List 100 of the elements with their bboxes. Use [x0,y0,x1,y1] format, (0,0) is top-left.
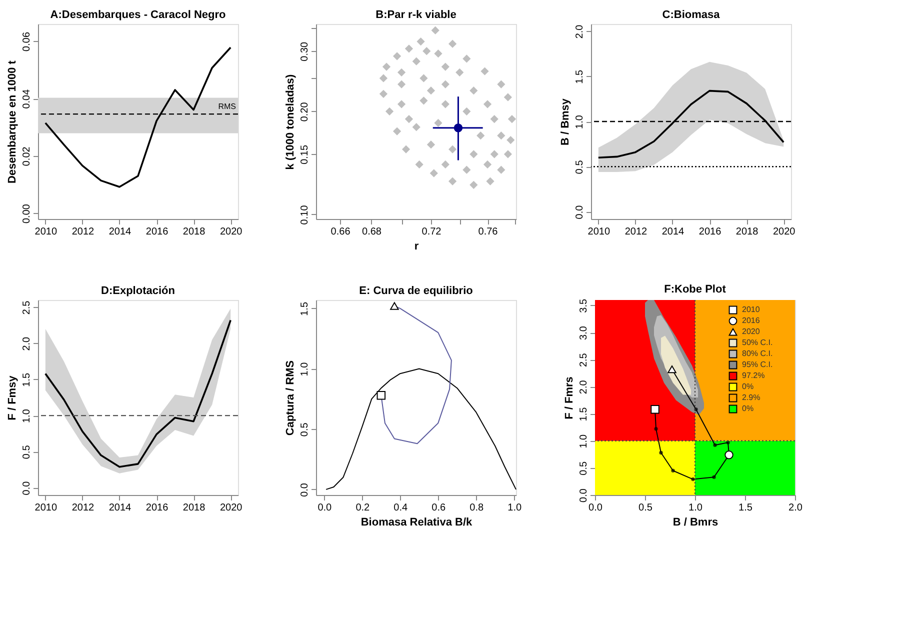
y-tick-label: 1.5 [578,406,590,422]
point [430,169,438,178]
point [427,140,435,148]
x-tick-label: 2010 [588,226,610,238]
y-tick-label: 1.5 [22,372,32,387]
point [486,177,494,186]
point [402,145,410,154]
point [497,166,506,174]
point [691,477,695,482]
point [470,86,478,94]
y-tick-label: 0.20 [300,102,310,122]
y-axis-title: F / Fmrs [564,376,576,420]
x-tick-label: 2016 [146,226,169,238]
y-axis-title: Captura / RMS [284,360,296,436]
point [724,450,734,460]
point [713,443,717,448]
y-tick-label: 1.0 [578,434,590,448]
point [506,136,514,144]
y-tick-label: 1.0 [574,114,586,129]
point [504,93,512,102]
legend-label: 2020 [742,327,760,336]
chart-title: F:Kobe Plot [664,283,726,296]
point [497,80,506,88]
x-tick-label: 2010 [34,502,58,514]
point [427,86,435,94]
ref-line-label: RMS [218,102,236,112]
legend-label: 2016 [742,316,760,325]
point [668,365,676,374]
x-tick-label: 2020 [220,502,243,514]
y-tick-label: 0.5 [22,444,32,460]
point [470,181,478,189]
y-axis-title: Desembarque en 1000 t [6,60,18,184]
y-tick-label: 0.10 [300,204,310,225]
x-tick-label: 2020 [772,226,796,238]
point [508,115,516,123]
y-tick-label: 3.0 [578,326,590,340]
legend-label: 2010 [742,305,760,314]
x-tick-label: 2014 [662,226,685,238]
x-tick-label: 1.0 [508,502,522,514]
x-tick-label: 2014 [108,226,132,238]
x-tick-label: 0.8 [470,502,484,514]
x-tick-label: 0.72 [422,226,442,238]
point [420,74,428,82]
legend-label: 0% [742,404,754,413]
legend-label: 2.9% [742,393,760,402]
point [412,58,420,66]
x-tick-label: 2018 [736,226,759,238]
point [412,123,420,131]
y-tick-label: 2.0 [22,336,32,351]
point [659,450,663,455]
point [431,26,440,34]
y-tick-label: 3.5 [578,298,590,313]
point [484,100,492,108]
point [476,132,484,140]
y-axis-title: B / Bmsy [560,98,572,146]
y-tick-label: 1.5 [574,69,586,84]
y-tick-label: 0.0 [300,482,310,497]
y-tick-label: 0.00 [22,204,32,224]
x-tick-label: 1.0 [688,502,703,514]
legend-label: 0% [742,382,754,391]
point [671,468,675,472]
y-tick-label: 0.30 [300,41,310,62]
point [415,160,424,168]
legend-label: 50% C.I. [742,338,773,347]
x-tick-label: 0.0 [318,502,332,514]
point [398,100,406,108]
x-tick-label: 0.6 [432,502,446,514]
point [393,52,401,60]
x-tick-label: 0.4 [394,502,408,514]
y-tick-label: 0.04 [22,88,32,109]
y-tick-label: 0.5 [300,422,310,437]
y-tick-label: 1.0 [22,408,32,424]
point [434,119,442,127]
point [448,40,456,48]
chart-title: E: Curva de equilibrio [359,285,474,297]
point [442,160,450,168]
y-tick-label: 0.0 [574,204,586,220]
x-tick-label: 2016 [146,502,169,514]
x-tick-label: 0.5 [638,502,653,514]
y-tick-label: 2.0 [574,24,586,39]
point [398,68,406,76]
x-axis-title: r [414,240,420,252]
point [470,150,478,158]
point [398,80,406,88]
x-tick-label: 2018 [182,502,206,514]
x-tick-label: 2012 [72,226,95,238]
point [434,50,442,58]
x-tick-label: 2010 [34,226,58,238]
line-series [326,368,516,490]
x-tick-label: 2020 [220,226,243,238]
x-tick-label: 0.76 [478,226,498,238]
y-tick-label: 1.5 [300,302,310,316]
point [393,127,401,136]
x-tick-label: 0.66 [330,226,351,238]
y-tick-label: 0.5 [578,461,590,476]
point [448,145,456,154]
chart-title: C:Biomasa [662,9,721,21]
x-tick-label: 0.68 [362,226,382,238]
point [420,96,428,104]
x-tick-label: 0.0 [588,502,603,514]
